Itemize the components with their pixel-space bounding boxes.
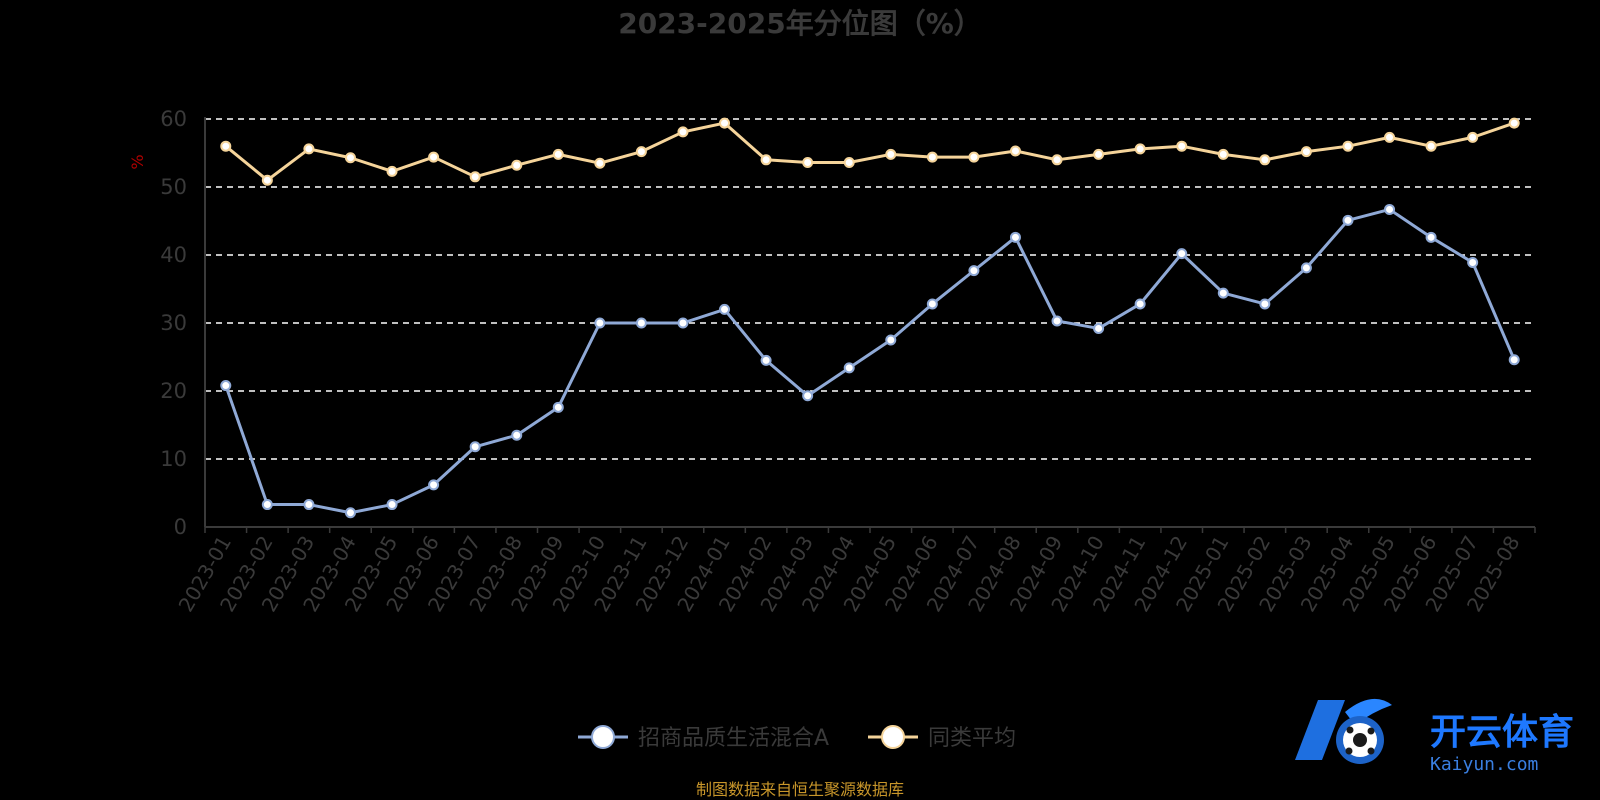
y-tick-label-0: 0 <box>174 515 187 539</box>
data-point-0-30 <box>1467 256 1479 268</box>
data-source-note: 制图数据来自恒生聚源数据库 <box>696 780 904 799</box>
grid-lines <box>205 118 1535 460</box>
data-point-0-20 <box>1051 315 1063 327</box>
data-point-0-10 <box>635 317 647 329</box>
axes <box>204 117 1535 528</box>
legend-marker-0 <box>591 725 615 749</box>
data-point-0-27 <box>1342 214 1354 226</box>
series-line-1 <box>224 121 1515 182</box>
data-point-1-16 <box>885 148 897 160</box>
legend-item-0[interactable]: 招商品质生活混合A <box>578 725 829 751</box>
data-point-1-8 <box>552 148 564 160</box>
data-point-0-22 <box>1134 298 1146 310</box>
data-point-1-2 <box>303 143 315 155</box>
data-point-1-29 <box>1425 140 1437 152</box>
data-point-1-11 <box>677 126 689 138</box>
data-point-1-24 <box>1217 148 1229 160</box>
data-point-0-2 <box>303 499 315 511</box>
data-point-1-1 <box>261 174 273 186</box>
data-point-0-13 <box>760 354 772 366</box>
data-point-0-5 <box>428 479 440 491</box>
legend-marker-1 <box>881 725 905 749</box>
data-point-0-28 <box>1384 203 1396 215</box>
data-point-1-22 <box>1134 143 1146 155</box>
data-point-0-21 <box>1093 322 1105 334</box>
data-point-0-19 <box>1009 231 1021 243</box>
data-point-1-15 <box>843 157 855 169</box>
data-point-1-26 <box>1300 146 1312 158</box>
data-point-0-0 <box>220 380 232 392</box>
data-point-0-16 <box>885 334 897 346</box>
series-0 <box>220 203 1520 519</box>
data-point-0-3 <box>344 507 356 519</box>
data-point-0-26 <box>1300 262 1312 274</box>
y-tick-label-10: 10 <box>160 447 187 471</box>
data-point-0-18 <box>968 265 980 277</box>
data-point-1-17 <box>926 151 938 163</box>
legend[interactable]: 招商品质生活混合A 同类平均 <box>578 725 1016 751</box>
data-point-1-6 <box>469 171 481 183</box>
x-axis-ticks: 2023-012023-022023-032023-042023-052023-… <box>174 527 1536 616</box>
series-line-0 <box>224 207 1516 515</box>
data-point-1-13 <box>760 154 772 166</box>
watermark-text: 开云体育 <box>1430 712 1574 753</box>
y-tick-label-40: 40 <box>160 243 187 267</box>
data-point-0-8 <box>552 401 564 413</box>
data-point-0-1 <box>261 499 273 511</box>
data-point-1-21 <box>1093 148 1105 160</box>
chart-title: 2023-2025年分位图（%） <box>618 7 982 40</box>
data-point-1-31 <box>1508 117 1520 129</box>
data-point-1-25 <box>1259 154 1271 166</box>
data-point-1-14 <box>802 157 814 169</box>
legend-label-1: 同类平均 <box>928 726 1016 751</box>
data-point-0-29 <box>1425 231 1437 243</box>
data-point-1-12 <box>719 117 731 129</box>
y-tick-label-50: 50 <box>160 175 187 199</box>
y-axis-unit: % <box>128 154 147 169</box>
data-point-1-0 <box>220 140 232 152</box>
data-point-0-24 <box>1217 287 1229 299</box>
data-point-1-19 <box>1009 145 1021 157</box>
data-point-0-4 <box>386 499 398 511</box>
series-1 <box>220 117 1520 186</box>
data-point-1-28 <box>1384 131 1396 143</box>
watermark-subtext: Kaiyun.com <box>1430 754 1538 775</box>
data-point-0-15 <box>843 362 855 374</box>
data-point-1-20 <box>1051 154 1063 166</box>
data-point-0-23 <box>1176 248 1188 260</box>
watermark: 开云体育 Kaiyun.com <box>1295 698 1574 775</box>
data-point-1-7 <box>511 159 523 171</box>
data-point-1-18 <box>968 151 980 163</box>
data-point-0-14 <box>802 390 814 402</box>
data-point-0-11 <box>677 317 689 329</box>
legend-item-1[interactable]: 同类平均 <box>868 725 1016 751</box>
data-point-1-23 <box>1176 140 1188 152</box>
kaiyun-logo-icon <box>1295 698 1392 764</box>
data-point-0-31 <box>1508 354 1520 366</box>
data-point-1-10 <box>635 146 647 158</box>
y-tick-label-20: 20 <box>160 379 187 403</box>
data-point-1-30 <box>1467 131 1479 143</box>
legend-label-0: 招商品质生活混合A <box>638 726 829 751</box>
data-point-0-9 <box>594 317 606 329</box>
data-point-1-27 <box>1342 140 1354 152</box>
data-point-0-7 <box>511 429 523 441</box>
data-point-0-6 <box>469 441 481 453</box>
series-layer <box>220 117 1520 519</box>
data-point-0-12 <box>719 303 731 315</box>
y-axis-ticks: 0 10 20 30 40 50 60 <box>160 107 187 539</box>
data-point-1-4 <box>386 165 398 177</box>
data-point-1-9 <box>594 157 606 169</box>
data-point-0-17 <box>926 298 938 310</box>
data-point-1-5 <box>428 151 440 163</box>
data-point-1-3 <box>344 152 356 164</box>
data-point-0-25 <box>1259 298 1271 310</box>
y-tick-label-60: 60 <box>160 107 187 131</box>
y-tick-label-30: 30 <box>160 311 187 335</box>
